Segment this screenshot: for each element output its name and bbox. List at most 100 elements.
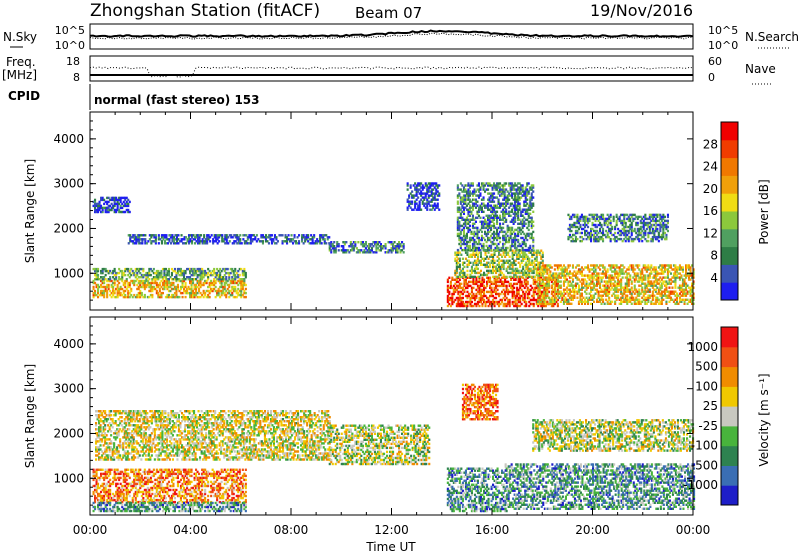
heatmap-cell <box>506 234 509 238</box>
heatmap-cell <box>457 280 460 284</box>
heatmap-cell <box>541 278 544 281</box>
heatmap-cell <box>651 276 654 279</box>
heatmap-cell <box>617 276 620 279</box>
heatmap-cell <box>471 204 474 207</box>
heatmap-cell <box>295 240 298 243</box>
heatmap-cell <box>609 302 612 305</box>
heatmap-cell <box>522 273 525 277</box>
heatmap-cell <box>142 295 145 299</box>
heatmap-cell <box>549 298 552 301</box>
heatmap-cell <box>685 282 688 285</box>
heatmap-cell <box>155 291 158 295</box>
heatmap-cell <box>654 300 657 303</box>
heatmap-cell <box>430 190 433 193</box>
heatmap-cell <box>630 288 633 291</box>
heatmap-cell <box>228 271 231 275</box>
heatmap-cell <box>514 208 517 211</box>
heatmap-cell <box>509 244 512 248</box>
heatmap-cell <box>373 243 376 246</box>
heatmap-cell <box>198 283 201 287</box>
heatmap-cell <box>630 268 633 271</box>
heatmap-cell <box>540 274 543 277</box>
heatmap-cell <box>143 281 146 285</box>
heatmap-cell <box>553 296 556 300</box>
heatmap-cell <box>493 265 496 269</box>
heatmap-cell <box>532 246 535 250</box>
heatmap-cell <box>618 272 621 275</box>
heatmap-cell <box>609 264 612 267</box>
heatmap-cell <box>538 290 541 293</box>
heatmap-cell <box>672 276 675 279</box>
heatmap-cell <box>579 294 582 297</box>
heatmap-cell <box>511 300 514 304</box>
heatmap-cell <box>166 287 169 291</box>
heatmap-cell <box>662 272 665 275</box>
heatmap-cell <box>456 226 459 230</box>
heatmap-cell <box>498 265 501 269</box>
heatmap-cell <box>458 232 461 236</box>
heatmap-cell <box>154 287 157 291</box>
heatmap-cell <box>549 276 552 279</box>
heatmap-cell <box>570 223 573 227</box>
heatmap-cell <box>92 204 95 208</box>
heatmap-cell <box>523 294 526 298</box>
heatmap-cell <box>95 273 98 277</box>
heatmap-cell <box>483 280 486 284</box>
heatmap-cell <box>230 234 233 237</box>
heatmap-cell <box>420 194 423 197</box>
heatmap-cell <box>467 188 470 191</box>
heatmap-cell <box>460 286 463 290</box>
heatmap-cell <box>529 216 532 219</box>
heatmap-cell <box>620 300 623 303</box>
heatmap-cell <box>480 198 483 201</box>
heatmap-cell <box>580 286 583 289</box>
heatmap-cell <box>532 275 535 279</box>
heatmap-cell <box>506 246 509 250</box>
heatmap-cell <box>570 296 573 299</box>
heatmap-cell <box>192 295 195 299</box>
heatmap-cell <box>208 289 211 293</box>
heatmap-cell <box>506 224 509 228</box>
heatmap-cell <box>514 232 517 236</box>
heatmap-cell <box>481 273 484 277</box>
heatmap-cell <box>158 276 161 279</box>
heatmap-cell <box>433 194 436 197</box>
heatmap-cell <box>495 265 498 269</box>
heatmap-cell <box>579 292 582 295</box>
heatmap-cell <box>429 194 432 197</box>
heatmap-cell <box>470 238 473 242</box>
heatmap-cell <box>106 279 109 283</box>
heatmap-cell <box>465 190 468 193</box>
heatmap-cell <box>502 284 505 288</box>
heatmap-cell <box>516 298 519 302</box>
heatmap-cell <box>454 282 457 286</box>
heatmap-cell <box>522 292 525 296</box>
heatmap-cell <box>491 240 494 244</box>
heatmap-cell <box>541 300 544 304</box>
heatmap-cell <box>561 292 564 295</box>
heatmap-cell <box>623 300 626 303</box>
heatmap-cell <box>580 215 583 219</box>
heatmap-cell <box>487 248 490 252</box>
heatmap-cell <box>352 241 355 244</box>
heatmap-cell <box>464 242 467 246</box>
heatmap-cell <box>115 196 118 200</box>
heatmap-cell <box>530 220 533 223</box>
heatmap-cell <box>614 274 617 277</box>
heatmap-cell <box>647 280 650 283</box>
heatmap-cell <box>532 236 535 240</box>
heatmap-cell <box>672 272 675 275</box>
heatmap-cell <box>474 220 477 223</box>
heatmap-cell <box>538 278 541 281</box>
heatmap-cell <box>491 210 494 213</box>
heatmap-cell <box>426 186 429 189</box>
heatmap-cell <box>543 288 546 291</box>
heatmap-cell <box>514 212 517 215</box>
heatmap-cell <box>692 298 695 301</box>
heatmap-cell <box>678 268 681 271</box>
heatmap-cell <box>459 216 462 219</box>
heatmap-cell <box>402 247 405 250</box>
heatmap-cell <box>475 292 478 296</box>
heatmap-cell <box>239 238 242 241</box>
heatmap-cell <box>626 272 629 275</box>
